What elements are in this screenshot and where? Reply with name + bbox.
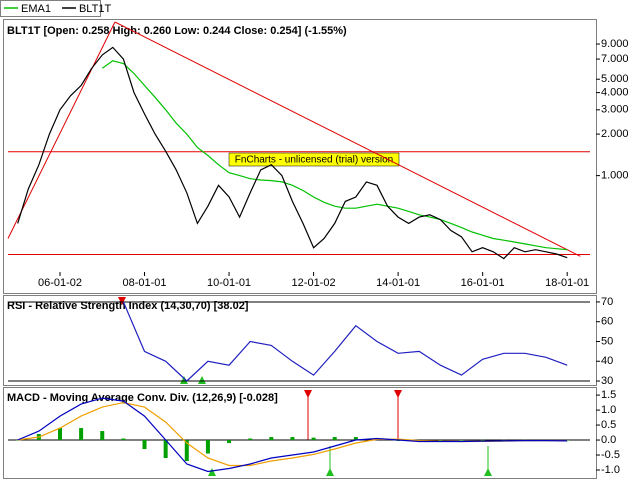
y-tick-label: 0.5 bbox=[601, 419, 616, 431]
x-tick-label: 12-01-02 bbox=[292, 277, 336, 289]
y-tick-label: -1.0 bbox=[601, 464, 620, 476]
histogram-bar bbox=[184, 440, 189, 462]
x-tick-label: 10-01-01 bbox=[207, 277, 251, 289]
legend-label: EMA1 bbox=[21, 3, 51, 15]
y-tick-label: 60 bbox=[601, 316, 613, 328]
y-tick-label: -0.5 bbox=[601, 449, 620, 461]
buy-marker bbox=[208, 468, 216, 476]
histogram-bar bbox=[311, 437, 316, 441]
y-tick-label: 70 bbox=[601, 296, 613, 308]
histogram-bar bbox=[269, 437, 274, 441]
histogram-bar bbox=[459, 440, 464, 441]
sell-marker bbox=[304, 390, 312, 398]
y-tick-label: 9.000 bbox=[601, 38, 629, 50]
histogram-bar bbox=[480, 439, 485, 441]
series-line bbox=[101, 60, 568, 251]
y-tick-label: 3.000 bbox=[601, 104, 629, 116]
histogram-bar bbox=[15, 440, 20, 441]
rsi-title: RSI - Relative Strength Index (14,30,70)… bbox=[7, 300, 249, 312]
y-tick-label: 50 bbox=[601, 335, 613, 347]
buy-marker bbox=[198, 376, 206, 384]
series-line bbox=[17, 397, 568, 473]
x-tick-label: 06-01-02 bbox=[38, 277, 82, 289]
trend-line bbox=[7, 21, 116, 239]
x-tick-label: 14-01-01 bbox=[376, 277, 420, 289]
series-line bbox=[122, 301, 568, 382]
histogram-bar bbox=[227, 440, 232, 444]
trend-line bbox=[114, 21, 581, 257]
histogram-bar bbox=[332, 437, 337, 441]
histogram-bar bbox=[121, 438, 126, 441]
histogram-bar bbox=[353, 437, 358, 441]
y-tick-label: 1.0 bbox=[601, 404, 616, 416]
histogram-bar bbox=[57, 428, 62, 441]
histogram-bar bbox=[205, 440, 210, 454]
watermark: FnCharts - unlicensed (trial) version bbox=[235, 155, 393, 166]
sell-marker bbox=[394, 390, 402, 398]
histogram-bar bbox=[501, 439, 506, 441]
y-tick-label: 5.000 bbox=[601, 73, 629, 85]
signal-markers bbox=[118, 297, 492, 476]
histogram-bar bbox=[100, 431, 105, 441]
x-tick-label: 16-01-01 bbox=[461, 277, 505, 289]
histogram-bar bbox=[142, 440, 147, 450]
x-tick-label: 08-01-01 bbox=[122, 277, 166, 289]
y-tick-label: 0.0 bbox=[601, 434, 616, 446]
legend-label: BLT1T bbox=[79, 3, 111, 15]
y-tick-label: 1.000 bbox=[601, 170, 629, 182]
histogram-bar bbox=[79, 428, 84, 441]
sell-marker bbox=[118, 297, 126, 305]
x-tick-label: 18-01-01 bbox=[545, 277, 589, 289]
y-tick-label: 30 bbox=[601, 375, 613, 387]
histogram-bar bbox=[438, 440, 443, 441]
y-tick-label: 2.000 bbox=[601, 128, 629, 140]
buy-marker bbox=[180, 376, 188, 384]
y-tick-label: 1.5 bbox=[601, 389, 616, 401]
legend bbox=[0, 0, 101, 17]
buy-marker bbox=[326, 468, 334, 476]
y-tick-label: 7.000 bbox=[601, 53, 629, 65]
histogram-bar bbox=[290, 437, 295, 441]
macd-title: MACD - Moving Average Conv. Div. (12,26,… bbox=[7, 392, 278, 404]
watermark-box bbox=[228, 152, 400, 167]
y-tick-label: 4.000 bbox=[601, 86, 629, 98]
price-title: BLT1T [Open: 0.258 High: 0.260 Low: 0.24… bbox=[7, 25, 347, 37]
buy-marker bbox=[484, 468, 492, 476]
rsi-panel bbox=[3, 295, 597, 386]
series-line bbox=[17, 46, 568, 260]
histogram-bar bbox=[248, 438, 253, 441]
y-tick-label: 40 bbox=[601, 355, 613, 367]
histogram-bar bbox=[163, 440, 168, 459]
